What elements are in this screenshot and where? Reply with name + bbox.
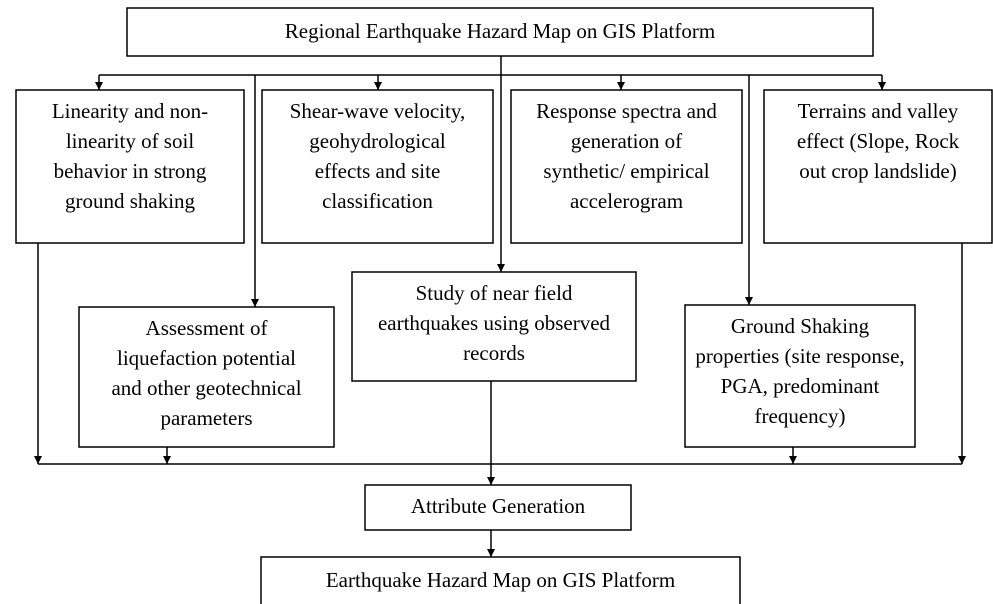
box-label: linearity of soil — [66, 129, 194, 153]
box — [261, 89, 494, 244]
connectors — [34, 56, 966, 557]
box-label: generation of — [571, 129, 682, 153]
box-label: records — [463, 341, 525, 365]
box — [351, 271, 637, 382]
box — [260, 556, 741, 604]
box-label: effects and site — [315, 159, 441, 183]
box — [684, 304, 916, 448]
box-label: earthquakes using observed — [378, 311, 611, 335]
box-label: ground shaking — [65, 189, 196, 213]
box-label: Response spectra and — [536, 99, 717, 123]
box — [15, 89, 245, 244]
box — [763, 89, 993, 244]
box-label: liquefaction potential — [117, 346, 296, 370]
box-label: properties (site response, — [695, 344, 904, 368]
box-label: Ground Shaking — [731, 314, 870, 338]
box — [78, 306, 335, 448]
box-label: effect (Slope, Rock — [797, 129, 960, 153]
box-label: behavior in strong — [54, 159, 207, 183]
box-label: Linearity and non- — [52, 99, 208, 123]
box-label: Assessment of — [146, 316, 268, 340]
box-label: classification — [322, 189, 433, 213]
box-label: geohydrological — [309, 129, 446, 153]
boxes: Regional Earthquake Hazard Map on GIS Pl… — [15, 7, 993, 604]
box-label: Shear-wave velocity, — [290, 99, 465, 123]
box-label: and other geotechnical — [111, 376, 301, 400]
box-label: Terrains and valley — [798, 99, 959, 123]
box-label: Regional Earthquake Hazard Map on GIS Pl… — [285, 19, 715, 43]
box-label: Attribute Generation — [411, 494, 586, 518]
box-label: synthetic/ empirical — [543, 159, 709, 183]
box-label: parameters — [160, 406, 252, 430]
box-label: PGA, predominant — [721, 374, 880, 398]
box — [510, 89, 743, 244]
box-label: Study of near field — [416, 281, 573, 305]
box — [364, 484, 632, 531]
box-label: Earthquake Hazard Map on GIS Platform — [326, 568, 675, 592]
box-label: out crop landslide) — [799, 159, 956, 183]
box-label: accelerogram — [570, 189, 683, 213]
box — [126, 7, 874, 57]
box-label: frequency) — [755, 404, 846, 428]
